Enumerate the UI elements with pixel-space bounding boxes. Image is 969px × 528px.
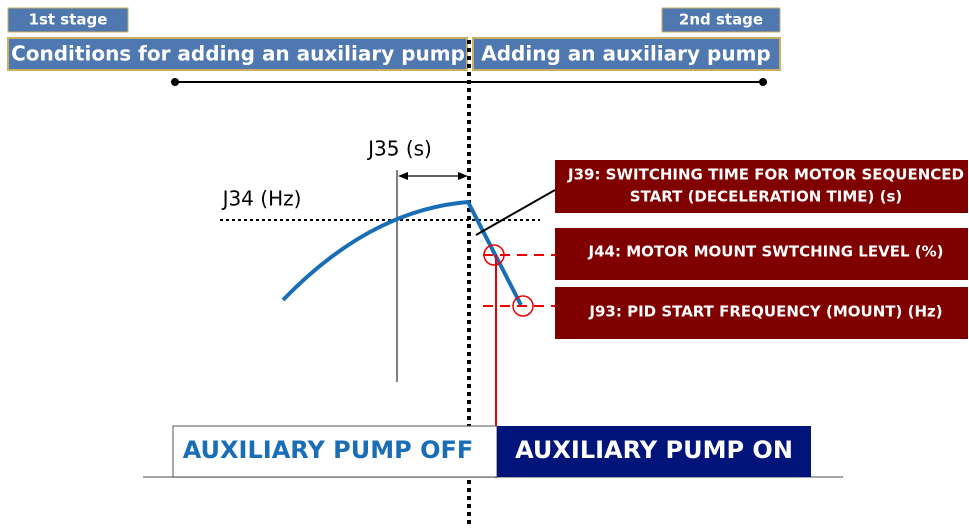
callout-box [555,228,968,280]
j35-label: J35 (s) [366,137,432,161]
callout-box [555,287,968,339]
phase-label: Conditions for adding an auxiliary pump [11,42,465,66]
callout-text: J93: PID START FREQUENCY (MOUNT) (Hz) [588,303,942,321]
stage-label: 1st stage [29,11,108,29]
callout-text: J44: MOTOR MOUNT SWTCHING LEVEL (%) [588,243,944,261]
red-circle [483,244,505,266]
callout-text: J39: SWITCHING TIME FOR MOTOR SEQUENCED [567,166,964,184]
state-box [497,426,811,477]
stage-tag [661,7,781,33]
phase-label: Adding an auxiliary pump [481,42,770,66]
red-circle [512,295,534,317]
range-dot [171,78,179,86]
state-label: AUXILIARY PUMP OFF [183,436,474,464]
range-dot [759,78,767,86]
phase-bar [7,37,468,71]
stage-label: 2nd stage [679,11,763,29]
state-box [172,425,498,478]
state-label: AUXILIARY PUMP ON [515,436,793,464]
callout-box [555,160,968,213]
frequency-curve [281,199,523,306]
leader-line [475,189,556,236]
phase-bar [472,37,781,71]
stage-tag [7,7,129,33]
j34-label: J34 (Hz) [221,187,302,211]
callout-text: START (DECELERATION TIME) (s) [630,188,902,206]
